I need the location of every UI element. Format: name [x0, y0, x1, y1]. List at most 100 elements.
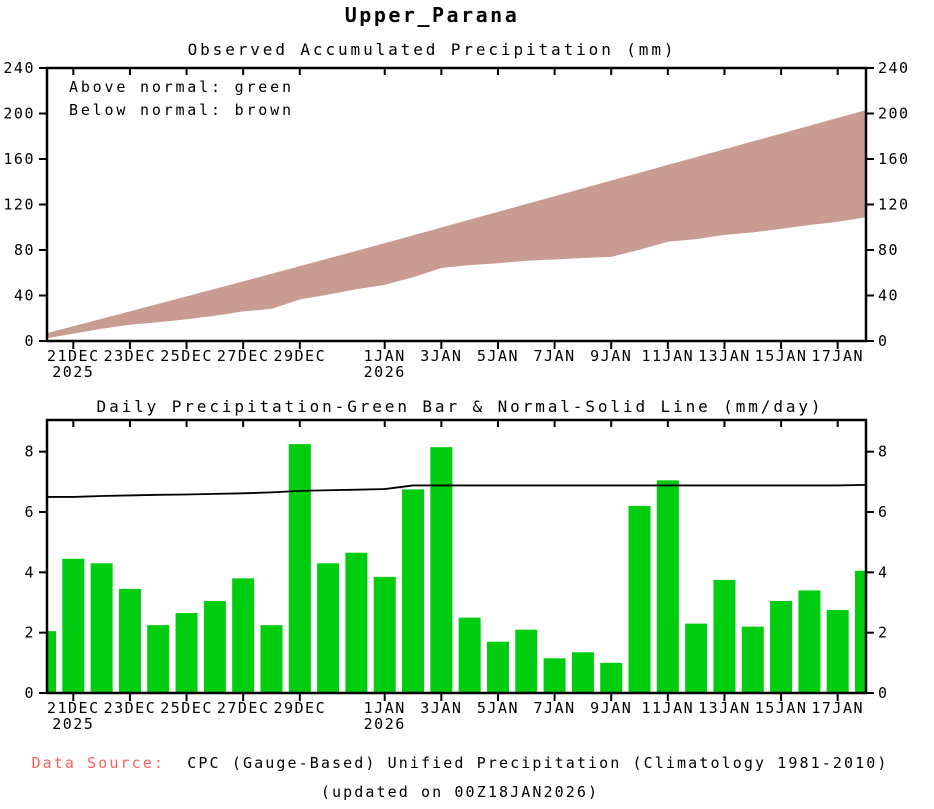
daily-bar: [118, 588, 141, 693]
data-source-line: Data Source: CPC (Gauge-Based) Unified P…: [0, 753, 920, 774]
daily-bar: [260, 625, 283, 693]
daily-bar: [232, 578, 255, 693]
daily-bar: [345, 552, 368, 693]
x-axis-label: 9JAN: [590, 347, 632, 365]
daily-bar: [175, 613, 198, 693]
updated-text: (updated on 00Z18JAN2026): [320, 783, 600, 801]
y-axis-label-left: 2: [24, 624, 35, 642]
x-axis-label: 5JAN: [477, 347, 519, 365]
daily-bar: [317, 563, 340, 693]
daily-bar: [600, 662, 623, 693]
y-axis-label-right: 200: [878, 105, 910, 123]
daily-bar: [486, 641, 509, 693]
y-axis-label-left: 4: [24, 563, 35, 581]
legend-below-normal: Below normal: brown: [69, 101, 294, 119]
daily-bar: [713, 579, 736, 693]
x-axis-year-label: 2026: [364, 715, 406, 733]
x-axis-label: 29DEC: [273, 347, 326, 365]
y-axis-label-left: 6: [24, 503, 35, 521]
chart-frame: [45, 418, 868, 695]
y-axis-label-left: 0: [24, 684, 35, 702]
x-axis-label: 7JAN: [534, 699, 576, 717]
daily-bar: [770, 600, 793, 693]
y-axis-label-right: 160: [878, 150, 910, 168]
y-axis-label-left: 200: [3, 105, 35, 123]
y-axis-label-right: 6: [878, 503, 889, 521]
y-axis-label-right: 120: [878, 196, 910, 214]
x-axis-year-label: 2025: [52, 363, 94, 381]
x-axis-label: 27DEC: [217, 699, 270, 717]
x-axis-label: 17JAN: [811, 347, 864, 365]
daily-bar: [62, 558, 85, 693]
daily-bar: [741, 626, 764, 693]
x-axis-label: 11JAN: [641, 347, 694, 365]
data-source-text: CPC (Gauge-Based) Unified Precipitation …: [187, 754, 889, 772]
chart-frame: [45, 66, 868, 343]
x-axis-label: 25DEC: [160, 699, 213, 717]
y-axis-label-right: 240: [878, 62, 910, 77]
y-axis-label-right: 2: [878, 624, 889, 642]
y-axis-label-left: 80: [14, 241, 35, 259]
y-axis-label-left: 40: [14, 287, 35, 305]
x-axis-year-label: 2025: [52, 715, 94, 733]
daily-bar: [826, 610, 849, 693]
x-axis-label: 13JAN: [698, 347, 751, 365]
y-axis-label-left: 240: [3, 62, 35, 77]
y-axis-label-left: 0: [24, 332, 35, 350]
x-axis-label: 11JAN: [641, 699, 694, 717]
x-axis-label: 21DEC: [47, 347, 100, 365]
accumulated-band: [47, 110, 866, 339]
x-axis-label: 5JAN: [477, 699, 519, 717]
y-axis-label-right: 0: [878, 684, 889, 702]
data-source-label: Data Source:: [31, 754, 166, 772]
x-axis-label: 7JAN: [534, 347, 576, 365]
daily-bar: [458, 617, 481, 693]
y-axis-label-right: 40: [878, 287, 899, 305]
accumulated-chart-title: Observed Accumulated Precipitation (mm): [187, 40, 677, 59]
x-axis-year-label: 2026: [364, 363, 406, 381]
x-axis-label: 23DEC: [104, 699, 157, 717]
daily-bar: [685, 623, 708, 693]
x-axis-label: 3JAN: [420, 699, 462, 717]
x-axis-label: 13JAN: [698, 699, 751, 717]
y-axis-label-left: 120: [3, 196, 35, 214]
daily-bar: [798, 590, 821, 693]
daily-bar: [571, 652, 594, 693]
normal-line: [47, 483, 866, 498]
daily-bar: [203, 600, 226, 693]
daily-chart-title: Daily Precipitation-Green Bar & Normal-S…: [96, 397, 824, 416]
x-axis-label: 21DEC: [47, 699, 100, 717]
daily-bar: [373, 576, 396, 693]
daily-bar: [147, 625, 170, 693]
daily-bar: [90, 563, 113, 693]
legend-above-normal: Above normal: green: [69, 78, 294, 96]
x-axis-label: 3JAN: [420, 347, 462, 365]
daily-bar: [628, 505, 651, 693]
daily-bar: [402, 489, 425, 693]
x-axis-label: 23DEC: [104, 347, 157, 365]
x-axis-label: 27DEC: [217, 347, 270, 365]
x-axis-label: 25DEC: [160, 347, 213, 365]
y-axis-label-right: 8: [878, 443, 889, 461]
x-axis-label: 15JAN: [755, 699, 808, 717]
chart-main-title: Upper_Parana: [344, 3, 520, 27]
x-axis-label: 29DEC: [273, 699, 326, 717]
y-axis-label-right: 80: [878, 241, 899, 259]
daily-bar: [430, 447, 453, 693]
x-axis-label: 9JAN: [590, 699, 632, 717]
daily-bar: [47, 631, 56, 693]
daily-bar: [543, 658, 566, 693]
y-axis-label-right: 4: [878, 563, 889, 581]
daily-bar: [656, 480, 679, 693]
x-axis-label: 15JAN: [755, 347, 808, 365]
x-axis-label: 1JAN: [364, 699, 406, 717]
x-axis-label: 17JAN: [811, 699, 864, 717]
y-axis-label-right: 0: [878, 332, 889, 350]
daily-bar: [515, 629, 538, 693]
daily-bar: [855, 570, 866, 693]
y-axis-label-left: 8: [24, 443, 35, 461]
daily-bar: [288, 444, 311, 693]
